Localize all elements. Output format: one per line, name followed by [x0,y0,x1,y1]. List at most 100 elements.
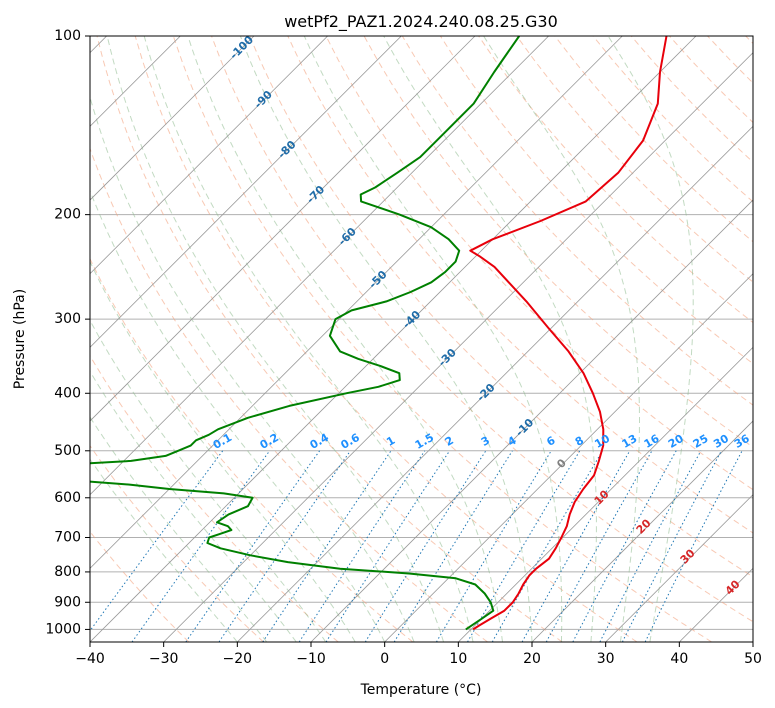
isotherm-label: -30 [436,346,459,369]
y-tick-label: 500 [54,443,81,459]
dry-adiabat [554,36,753,243]
isotherm-line [531,420,753,642]
temperature-profile [469,36,668,631]
chart-title: wetPf2_PAZ1.2024.240.08.25.G30 [284,12,558,32]
dry-adiabats [90,36,753,642]
isotherm-line [90,36,328,275]
y-tick-label: 800 [54,564,81,580]
x-axis: −40 −30 −20 −10 0 10 20 30 40 50 [75,642,762,667]
y-axis: 100 200 300 400 500 600 700 800 900 1000 [45,28,90,637]
moist-adiabat [383,36,597,642]
dry-adiabat [96,36,563,642]
mixing-ratio-label: 30 [711,432,731,451]
moist-adiabat [187,36,503,642]
moist-adiabat [90,189,386,642]
x-tick-label: −40 [75,651,105,667]
mixing-ratio-label: 16 [642,432,662,451]
mixing-ratio-label: 8 [573,434,586,449]
y-axis-title: Pressure (hPa) [12,289,28,389]
x-tick-label: 20 [523,651,541,667]
mixing-ratio-line [521,450,631,642]
moist-adiabat [90,319,327,642]
x-tick-label: 30 [597,651,615,667]
dry-adiabat [707,36,753,84]
isotherm-line [310,199,753,642]
dewpoint-profile [90,36,521,631]
isotherm-line [90,36,476,422]
mixing-ratio-label: 13 [620,432,640,451]
moist-adiabat [90,95,415,642]
mixing-ratio-label: 36 [732,432,752,451]
profiles [90,36,668,631]
x-tick-label: 0 [380,651,389,667]
isotherm-line [90,36,255,201]
mixing-ratio-label: 10 [592,432,612,451]
mixing-ratio-line [90,450,224,632]
dry-adiabat [134,36,638,642]
moist-adiabat [90,260,356,642]
moist-adiabat [239,36,533,642]
moist-adiabat [90,458,238,642]
isotherm-line [90,36,697,642]
isotherm-line [90,36,402,348]
moist-adiabat [483,36,640,642]
moist-adiabat [90,370,297,642]
mixing-ratio-line [131,450,271,642]
moist-adiabat [106,36,445,642]
dry-adiabat [287,36,753,534]
mixing-ratio-label: 6 [544,434,557,449]
x-axis-title: Temperature (°C) [360,682,482,698]
isotherm-label: -60 [336,225,359,248]
isotherm-line [752,641,753,642]
pressure-grid [90,36,753,630]
mixing-ratio-label: 0.4 [308,431,332,452]
mixing-ratio-line [572,450,677,642]
isotherms [90,36,753,642]
dry-adiabat [90,354,339,642]
isotherm-line [679,567,753,642]
dry-adiabat [745,36,753,45]
dry-adiabat [249,36,753,578]
moist-adiabat [143,36,474,642]
mixing-ratio-lines [90,450,743,642]
dry-adiabat [90,257,414,642]
mixing-ratio-line [644,450,743,642]
isotherm-line [237,125,753,642]
y-tick-label: 400 [54,385,81,401]
mixing-ratio-label: 2 [443,434,456,449]
mixing-ratio-label: 0.2 [258,431,281,452]
isotherm-line [163,52,753,642]
y-tick-label: 700 [54,530,81,546]
dry-adiabat [90,147,488,642]
isotherm-label: -80 [275,138,298,161]
dry-adiabat [172,36,712,642]
dry-adiabat-label: 0 [554,456,569,471]
isotherm-label: -10 [513,416,536,439]
x-tick-label: −30 [149,651,179,667]
dry-adiabat [439,36,753,365]
y-tick-label: 1000 [45,621,81,637]
x-tick-label: −20 [223,651,253,667]
moist-adiabat [90,416,268,642]
dry-adiabat-label: 20 [634,516,654,536]
dry-adiabat [478,36,753,324]
mixing-ratio-line [262,450,392,642]
dry-adiabat-label: 30 [678,546,698,566]
mixing-ratio-line [545,450,653,642]
y-tick-label: 100 [54,28,81,44]
y-tick-label: 300 [54,311,81,327]
moist-adiabat [303,36,563,642]
mixing-ratio-label: 1.5 [413,431,436,452]
isotherm-line [90,36,623,569]
isotherm-label: -70 [304,183,327,206]
dry-adiabat-label: 10 [592,487,612,507]
x-tick-label: −10 [296,651,326,667]
isotherm-line [90,36,549,496]
mixing-ratio-label: 0.6 [338,431,362,452]
dry-adiabat-label: 40 [723,577,743,597]
mixing-ratio-line [325,450,451,642]
mixing-ratio-line [435,450,552,642]
isotherm-label: -100 [227,33,256,62]
mixing-ratio-label: 0.1 [211,431,234,452]
